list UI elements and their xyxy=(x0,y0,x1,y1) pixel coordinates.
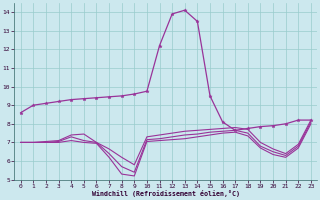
X-axis label: Windchill (Refroidissement éolien,°C): Windchill (Refroidissement éolien,°C) xyxy=(92,190,240,197)
